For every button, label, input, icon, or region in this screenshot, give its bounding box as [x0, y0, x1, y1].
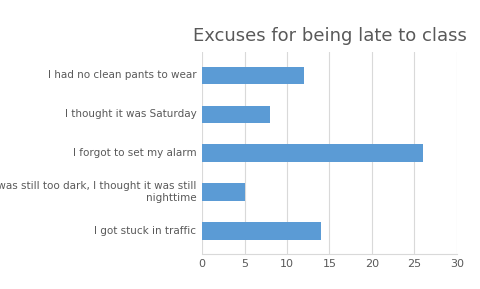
Bar — [202, 144, 422, 162]
Bar — [202, 105, 269, 123]
Bar — [202, 66, 303, 84]
Bar — [202, 222, 320, 240]
Bar — [202, 183, 244, 201]
Title: Excuses for being late to class: Excuses for being late to class — [192, 27, 466, 45]
